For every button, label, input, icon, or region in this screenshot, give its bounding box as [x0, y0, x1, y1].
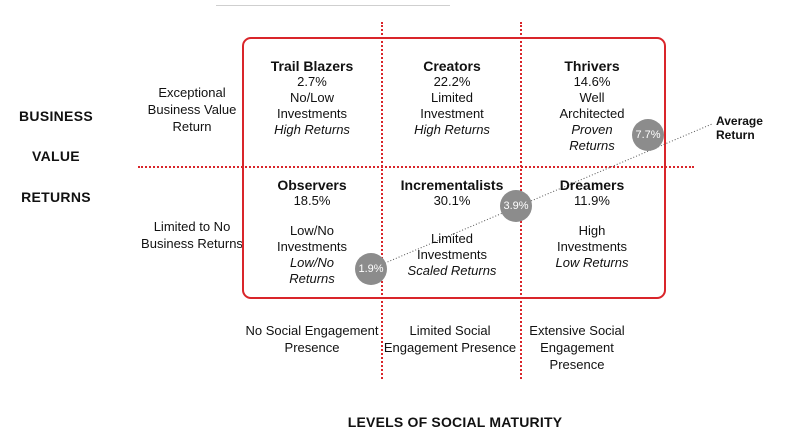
- cell-returns: Proven Returns: [569, 122, 615, 153]
- cell-dreamers: Dreamers 11.9% High Investments Low Retu…: [522, 177, 662, 271]
- cell-incrementalists: Incrementalists 30.1% Limited Investment…: [382, 177, 522, 279]
- top-rule: [216, 5, 450, 6]
- average-marker-incrementalists: 3.9%: [500, 190, 532, 222]
- cell-description: No/Low Investments: [276, 90, 348, 121]
- cell-description: Low/No Investments: [276, 223, 348, 254]
- cell-trail-blazers: Trail Blazers 2.7% No/Low Investments Hi…: [242, 58, 382, 138]
- cell-description: Limited Investments: [416, 231, 488, 262]
- cell-returns: High Returns: [274, 122, 350, 137]
- cell-percent: 30.1%: [433, 193, 471, 208]
- cell-description: Limited Investment: [420, 90, 484, 121]
- cell-returns: Low/No Returns: [289, 255, 335, 286]
- cell-observers: Observers 18.5% Low/No Investments Low/N…: [242, 177, 382, 287]
- column-label-limited: Limited Social Engagement Presence: [383, 323, 517, 355]
- cell-name: Creators: [423, 58, 481, 74]
- cell-name: Trail Blazers: [270, 58, 354, 74]
- row-label-top: Exceptional Business Value Return: [147, 85, 237, 134]
- cell-returns: High Returns: [414, 122, 490, 137]
- column-divider-1: [381, 22, 383, 379]
- cell-name: Observers: [277, 177, 347, 193]
- maturity-matrix: [242, 37, 666, 299]
- y-axis-word-returns: RETURNS: [21, 189, 91, 205]
- cell-percent: 11.9%: [574, 193, 610, 208]
- cell-description: High Investments: [556, 223, 628, 254]
- cell-percent: 18.5%: [293, 193, 331, 208]
- cell-name: Incrementalists: [400, 177, 504, 193]
- cell-name: Dreamers: [559, 177, 625, 193]
- column-label-extensive: Extensive Social Engagement Presence: [529, 323, 625, 372]
- y-axis-word-business: BUSINESS: [19, 108, 93, 124]
- cell-percent: 2.7%: [297, 74, 327, 89]
- cell-thrivers: Thrivers 14.6% Well Architected Proven R…: [522, 58, 662, 154]
- average-marker-thrivers: 7.7%: [632, 119, 664, 151]
- average-marker-observers: 1.9%: [355, 253, 387, 285]
- row-divider: [138, 166, 694, 168]
- cell-name: Thrivers: [564, 58, 620, 74]
- y-axis-word-value: VALUE: [32, 148, 80, 164]
- cell-returns: Low Returns: [555, 255, 629, 270]
- row-label-bottom: Limited to No Business Returns: [141, 219, 243, 251]
- cell-creators: Creators 22.2% Limited Investment High R…: [382, 58, 522, 138]
- column-label-none: No Social Engagement Presence: [245, 323, 379, 355]
- average-return-label: Average Return: [716, 114, 763, 142]
- cell-returns: Scaled Returns: [407, 263, 497, 278]
- cell-percent: 22.2%: [433, 74, 471, 89]
- cell-percent: 14.6%: [573, 74, 611, 89]
- cell-description: Well Architected: [559, 90, 625, 121]
- x-axis-title: LEVELS OF SOCIAL MATURITY: [347, 414, 563, 430]
